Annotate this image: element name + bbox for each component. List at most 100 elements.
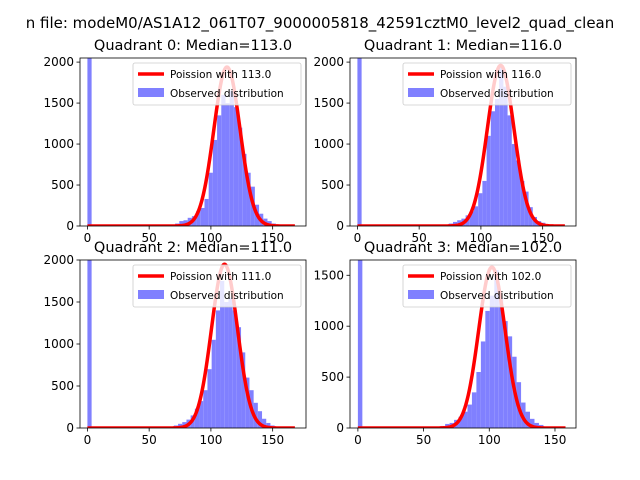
- histogram-bar: [257, 411, 263, 428]
- plot-area: [86, 58, 297, 226]
- legend-label-poisson: Poission with 111.0: [170, 271, 271, 283]
- legend-box: [402, 264, 572, 308]
- x-tick-label: 0: [354, 433, 362, 447]
- histogram-bar: [357, 58, 362, 226]
- histogram-bar: [196, 211, 201, 226]
- histogram-bar: [245, 377, 250, 428]
- histogram-bar: [524, 191, 529, 226]
- x-tick-label: 100: [469, 231, 492, 245]
- histogram-bar: [246, 172, 251, 226]
- histogram-bar: [511, 144, 516, 226]
- x-tick-label: 100: [199, 231, 222, 245]
- histogram-bar: [217, 115, 222, 226]
- y-tick-label: 2000: [313, 55, 344, 69]
- histogram-bar: [224, 302, 229, 428]
- x-tick-label: 0: [84, 433, 92, 447]
- plot-area: [86, 260, 297, 428]
- histogram-bar: [489, 295, 495, 428]
- histogram-bar: [515, 160, 521, 226]
- x-tick-label: 150: [544, 433, 567, 447]
- legend-label-observed: Observed distribution: [170, 88, 284, 100]
- axes-frame: [79, 57, 307, 227]
- histogram-bar: [520, 180, 525, 226]
- histogram-bar: [498, 297, 504, 428]
- legend-box: [132, 264, 302, 308]
- histogram-bar: [507, 336, 513, 428]
- legend-label-observed: Observed distribution: [170, 290, 284, 302]
- histogram-bar: [503, 321, 508, 428]
- histogram-bar: [179, 221, 184, 226]
- x-tick-label: 50: [142, 433, 157, 447]
- plot-area: [356, 260, 567, 428]
- subplot-title: Quadrant 1: Median=116.0: [364, 38, 562, 54]
- subplot-title: Quadrant 3: Median=102.0: [364, 240, 562, 256]
- histogram-bar: [266, 422, 271, 428]
- histogram-bar: [232, 310, 237, 428]
- axes-frame: [349, 259, 577, 429]
- y-tick-label: 0: [336, 421, 344, 435]
- legend-box: [402, 62, 572, 106]
- y-tick-label: 500: [51, 178, 74, 192]
- histogram-bar: [262, 418, 267, 428]
- histogram-bar: [357, 260, 363, 428]
- histogram-bar: [225, 103, 230, 226]
- x-tick-label: 150: [261, 433, 284, 447]
- y-tick-label: 0: [66, 219, 74, 233]
- legend-bar-swatch: [408, 88, 434, 97]
- x-tick-label: 50: [416, 433, 431, 447]
- y-tick-label: 1500: [313, 96, 344, 110]
- histogram-bar: [220, 281, 225, 428]
- x-tick-label: 50: [142, 231, 157, 245]
- x-tick-label: 100: [478, 433, 501, 447]
- histogram-bar: [494, 270, 499, 428]
- y-tick-label: 1000: [313, 137, 344, 151]
- histogram-bar: [242, 153, 247, 226]
- subplot-title: Quadrant 0: Median=113.0: [94, 38, 292, 54]
- histogram-bar: [87, 260, 92, 428]
- histogram-bar: [208, 172, 213, 226]
- histogram-bar: [463, 411, 468, 428]
- histogram-bar: [207, 369, 212, 428]
- figure-suptitle: n file: modeM0/AS1A12_061T07_9000005818_…: [0, 14, 640, 32]
- y-tick-label: 0: [336, 219, 344, 233]
- legend-bar-swatch: [138, 88, 164, 97]
- histogram-bar: [236, 327, 242, 428]
- legend: Poission with 111.0 Observed distribution: [132, 264, 302, 308]
- histogram-bar: [467, 404, 472, 428]
- histogram-bar: [199, 401, 204, 428]
- y-tick-label: 500: [321, 370, 344, 384]
- poisson-curve: [356, 63, 567, 226]
- histogram-bar: [471, 392, 477, 428]
- legend-label-poisson: Poission with 102.0: [440, 271, 541, 283]
- histogram-bar: [233, 107, 239, 226]
- x-tick-label: 150: [261, 231, 284, 245]
- histogram-bar: [486, 135, 491, 226]
- legend-box: [132, 62, 302, 106]
- subplot-title: Quadrant 2: Median=111.0: [94, 240, 292, 256]
- histogram-bar: [204, 198, 209, 226]
- plot-area: [356, 58, 567, 226]
- poisson-curve: [86, 262, 297, 428]
- histogram-bar: [530, 418, 535, 428]
- histogram-bar: [215, 310, 221, 428]
- histogram-bar: [478, 193, 483, 226]
- histogram-bar: [212, 139, 218, 226]
- y-tick-label: 1500: [43, 295, 74, 309]
- histogram-bar: [221, 94, 226, 226]
- poisson-curve: [86, 65, 297, 226]
- y-tick-label: 1500: [43, 96, 74, 110]
- legend: Poission with 113.0 Observed distribution: [132, 62, 302, 106]
- histogram-bar: [507, 115, 512, 226]
- histogram-bar: [241, 352, 246, 428]
- x-tick-label: 0: [354, 231, 362, 245]
- histogram-bar: [211, 339, 216, 428]
- x-tick-label: 150: [531, 231, 554, 245]
- legend-bar-swatch: [138, 290, 164, 299]
- histogram-bar: [490, 111, 495, 226]
- x-tick-label: 100: [199, 433, 222, 447]
- histogram-bar: [534, 422, 539, 428]
- histogram-bar: [480, 341, 486, 428]
